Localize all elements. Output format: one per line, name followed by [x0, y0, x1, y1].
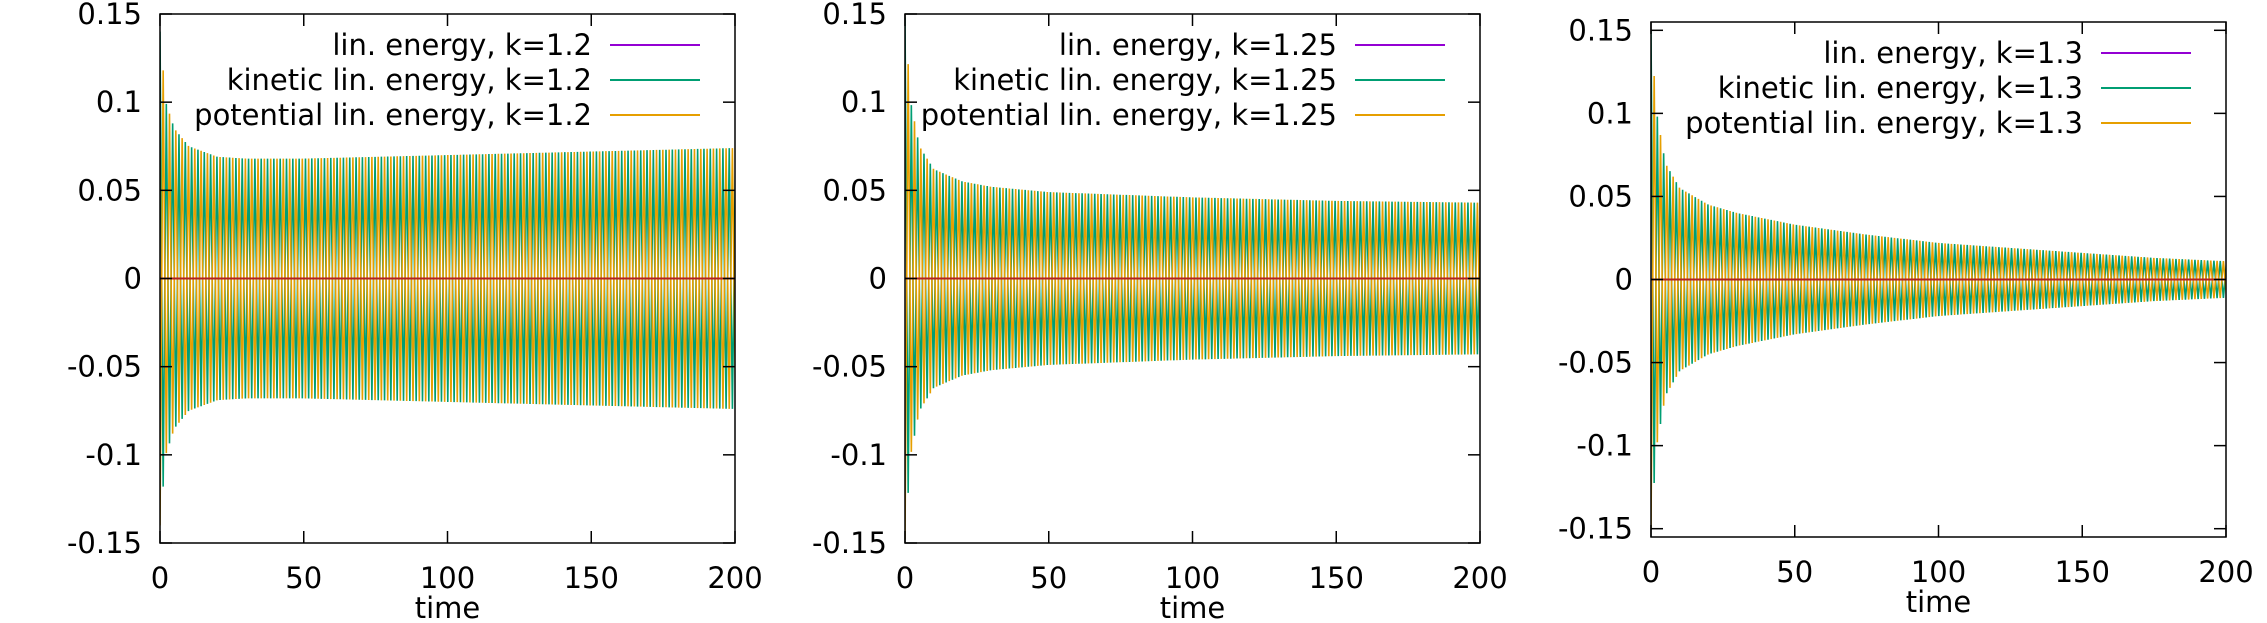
- y-tick-label: 0.05: [77, 173, 142, 207]
- x-tick-label: 0: [1642, 555, 1660, 589]
- series-line-3: [1651, 75, 2226, 529]
- legend-label: potential lin. energy, k=1.25: [921, 98, 1337, 132]
- series-line-2: [1651, 30, 2226, 484]
- series-line-3: [905, 64, 1480, 540]
- x-tick-label: 100: [1911, 555, 1966, 589]
- x-tick-label: 50: [285, 561, 322, 595]
- chart-panel-1: -0.15 -0.1 -0.05 0 0.05 0.1 0.15 0 50 100 150 200 ti…: [67, 0, 763, 623]
- x-axis-title: time: [415, 591, 481, 623]
- series-line-3: [160, 70, 735, 526]
- legend-label: lin. energy, k=1.3: [1823, 36, 2083, 70]
- legend-label: kinetic lin. energy, k=1.3: [1718, 71, 2083, 105]
- y-tick-label: -0.15: [812, 526, 887, 560]
- y-tick-label: 0.15: [77, 0, 142, 31]
- chart-panel-3: -0.15 -0.1 -0.05 0 0.05 0.1 0.15 0 50 100 150 200 ti…: [1558, 13, 2254, 619]
- y-tick-label: 0.05: [822, 173, 887, 207]
- legend-label: lin. energy, k=1.2: [332, 28, 592, 62]
- x-tick-label: 50: [1776, 555, 1813, 589]
- y-tick-label: 0: [869, 262, 887, 296]
- y-tick-label: 0: [124, 262, 142, 296]
- x-axis-title: time: [1160, 591, 1226, 623]
- legend-label: potential lin. energy, k=1.2: [194, 98, 592, 132]
- y-tick-label: -0.1: [85, 438, 142, 472]
- y-tick-label: 0.15: [822, 0, 887, 31]
- y-tick-label: -0.15: [1558, 512, 1633, 546]
- legend-label: kinetic lin. energy, k=1.2: [227, 63, 592, 97]
- y-tick-label: -0.05: [1558, 346, 1633, 380]
- x-tick-label: 100: [1165, 561, 1220, 595]
- x-tick-label: 200: [1452, 561, 1507, 595]
- x-tick-label: 200: [707, 561, 762, 595]
- y-tick-label: -0.1: [1576, 429, 1633, 463]
- x-tick-label: 50: [1030, 561, 1067, 595]
- x-tick-label: 200: [2198, 555, 2253, 589]
- y-tick-label: 0.15: [1568, 13, 1633, 47]
- y-tick-label: 0: [1615, 263, 1633, 297]
- series-line-2: [160, 31, 735, 487]
- x-tick-label: 100: [420, 561, 475, 595]
- x-axis-title: time: [1906, 585, 1972, 619]
- y-tick-label: 0.05: [1568, 179, 1633, 213]
- x-tick-label: 0: [896, 561, 914, 595]
- x-tick-label: 150: [1309, 561, 1364, 595]
- legend-label: lin. energy, k=1.25: [1059, 28, 1337, 62]
- y-tick-label: -0.05: [67, 350, 142, 384]
- series-line-2: [905, 17, 1480, 493]
- x-tick-label: 150: [564, 561, 619, 595]
- y-tick-label: -0.1: [830, 438, 887, 472]
- x-tick-label: 0: [151, 561, 169, 595]
- x-tick-label: 150: [2055, 555, 2110, 589]
- y-tick-label: -0.15: [67, 526, 142, 560]
- legend-label: potential lin. energy, k=1.3: [1685, 106, 2083, 140]
- y-tick-label: 0.1: [1587, 96, 1633, 130]
- y-tick-label: 0.1: [96, 85, 142, 119]
- y-tick-label: -0.05: [812, 350, 887, 384]
- y-tick-label: 0.1: [841, 85, 887, 119]
- chart-panel-2: -0.15 -0.1 -0.05 0 0.05 0.1 0.15 0 50 100 150 200 ti…: [812, 0, 1508, 623]
- legend-label: kinetic lin. energy, k=1.25: [953, 63, 1337, 97]
